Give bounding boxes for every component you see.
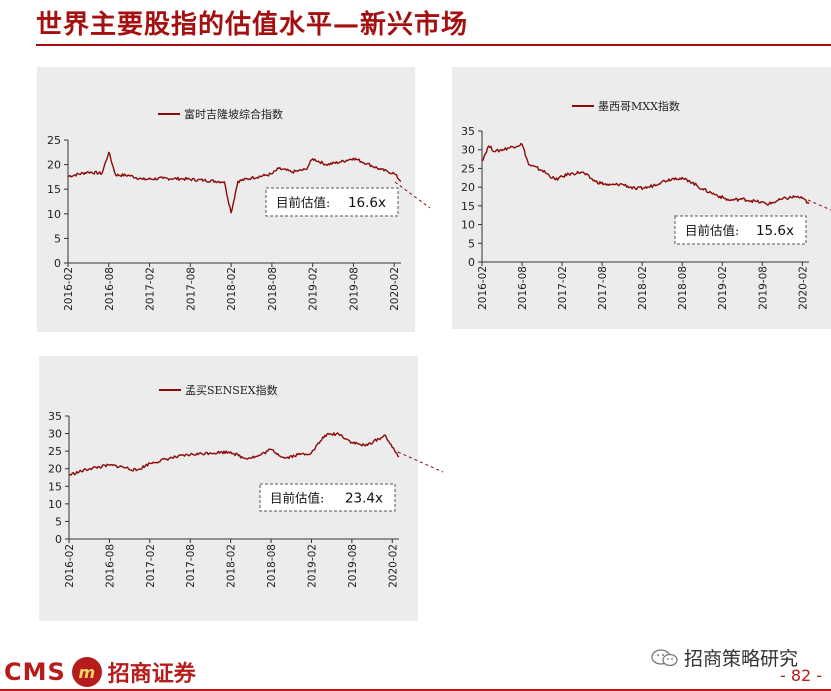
mxx-chart-svg: 墨西哥MXX指数 0 5 10 15 20 25 30 35 2016-02 2016-08 2017…	[461, 99, 810, 310]
sensex-y-tick-label: 0	[55, 533, 62, 546]
klci-x-tick-label: 2017-02	[145, 267, 157, 311]
mxx-y-tick-label: 0	[468, 256, 475, 269]
klci-valuation-label: 目前估值:	[276, 195, 330, 210]
sensex-x-tick-label: 2019-08	[347, 544, 359, 588]
sensex-y-tick-label: 25	[48, 445, 62, 458]
mxx-y-tick-label: 10	[461, 219, 475, 232]
slide-title: 世界主要股指的估值水平—新兴市场	[36, 10, 469, 40]
mxx-y-tick-label: 25	[461, 162, 475, 175]
sensex-x-tick-label: 2017-08	[185, 544, 197, 588]
mxx-y-tick-label: 5	[468, 237, 475, 250]
klci-valuation-value: 16.6x	[348, 195, 386, 211]
klci-x-tick-label: 2016-02	[63, 267, 75, 311]
sensex-y-tick-label: 30	[48, 428, 62, 441]
klci-y-tick-label: 10	[47, 208, 61, 221]
brand-name: 招商证券	[107, 661, 196, 687]
wechat-label: 招商策略研究	[684, 648, 799, 670]
sensex-x-tick-label: 2018-08	[266, 544, 278, 588]
mxx-x-tick-label: 2020-02	[797, 266, 809, 310]
sensex-y-tick-label: 35	[48, 410, 62, 423]
klci-trend-dash	[394, 181, 431, 209]
klci-y-tick-label: 25	[47, 134, 61, 147]
chart-panel-sensex: 孟买SENSEX指数 0 5 10 15 20 25 30 35 2016-02 2016-08 20…	[39, 356, 418, 621]
klci-x-tick-label: 2019-08	[348, 267, 360, 311]
sensex-x-tick-label: 2017-02	[145, 544, 157, 588]
mxx-x-tick-label: 2019-08	[757, 266, 769, 310]
footer-divider	[0, 689, 831, 691]
klci-legend-label: 富时吉隆坡综合指数	[184, 107, 283, 121]
sensex-series-line	[68, 432, 400, 476]
mxx-y-tick-label: 35	[461, 125, 475, 138]
mxx-x-tick-label: 2018-08	[677, 266, 689, 310]
sensex-valuation-value: 23.4x	[345, 491, 383, 507]
sensex-x-tick-label: 2020-02	[387, 544, 399, 588]
chart-panel-mxx: 墨西哥MXX指数 0 5 10 15 20 25 30 35 2016-02 2016-08 2017…	[452, 67, 831, 329]
brand-badge-icon: m	[71, 657, 102, 687]
sensex-y-tick-label: 5	[55, 515, 62, 528]
sensex-y-tick-label: 10	[48, 498, 62, 511]
klci-valuation-box	[265, 187, 399, 217]
mxx-x-tick-label: 2016-02	[477, 266, 489, 310]
mxx-trend-dash	[807, 199, 831, 211]
klci-x-tick-label: 2018-02	[226, 267, 238, 311]
mxx-x-tick-label: 2016-08	[517, 266, 529, 310]
mxx-valuation-label: 目前估值:	[685, 223, 739, 238]
klci-series-line	[67, 151, 402, 214]
sensex-valuation-box	[259, 483, 396, 512]
mxx-valuation-box	[674, 215, 807, 245]
klci-y-tick-label: 5	[54, 232, 61, 245]
chart-panel-klci: 富时吉隆坡综合指数 0 5 10 15 20 25 2016-02 2016-08 2017-02…	[37, 67, 415, 332]
mxx-legend-label: 墨西哥MXX指数	[598, 99, 680, 113]
brand-latin: CMS	[4, 658, 66, 686]
klci-y-tick-label: 0	[54, 257, 61, 270]
klci-y-tick-label: 15	[47, 183, 61, 196]
klci-chart-svg: 富时吉隆坡综合指数 0 5 10 15 20 25 2016-02 2016-08 2017-02…	[47, 107, 402, 311]
mxx-x-tick-label: 2017-08	[597, 266, 609, 310]
sensex-legend-label: 孟买SENSEX指数	[185, 383, 278, 397]
page-number: - 82 -	[780, 666, 823, 685]
klci-x-tick-label: 2019-02	[308, 267, 320, 311]
mxx-y-tick-label: 30	[461, 144, 475, 157]
klci-y-tick-label: 20	[47, 159, 61, 172]
klci-x-tick-label: 2020-02	[389, 267, 401, 311]
mxx-x-tick-label: 2019-02	[717, 266, 729, 310]
wechat-account: 招商策略研究	[650, 644, 798, 671]
mxx-y-tick-label: 20	[461, 181, 475, 194]
sensex-trend-dash	[397, 451, 444, 473]
klci-x-tick-label: 2017-08	[185, 267, 197, 311]
mxx-x-tick-label: 2017-02	[557, 266, 569, 310]
klci-x-tick-label: 2018-08	[267, 267, 279, 311]
sensex-x-tick-label: 2019-02	[306, 544, 318, 588]
sensex-y-tick-label: 20	[48, 463, 62, 476]
sensex-x-tick-label: 2018-02	[226, 544, 238, 588]
klci-x-tick-label: 2016-08	[104, 267, 116, 311]
sensex-x-tick-label: 2016-08	[104, 544, 116, 588]
title-divider	[36, 44, 831, 46]
sensex-y-tick-label: 15	[48, 480, 62, 493]
sensex-valuation-label: 目前估值:	[270, 491, 324, 506]
sensex-chart-svg: 孟买SENSEX指数 0 5 10 15 20 25 30 35 2016-02 2016-08 20…	[48, 383, 400, 588]
mxx-y-tick-label: 15	[461, 200, 475, 213]
wechat-icon	[651, 648, 678, 666]
mxx-x-tick-label: 2018-02	[637, 266, 649, 310]
mxx-valuation-value: 15.6x	[756, 223, 794, 239]
cms-logo: CMS m 招商证券	[4, 656, 196, 688]
mxx-series-line	[481, 142, 810, 206]
sensex-x-tick-label: 2016-02	[64, 544, 76, 588]
